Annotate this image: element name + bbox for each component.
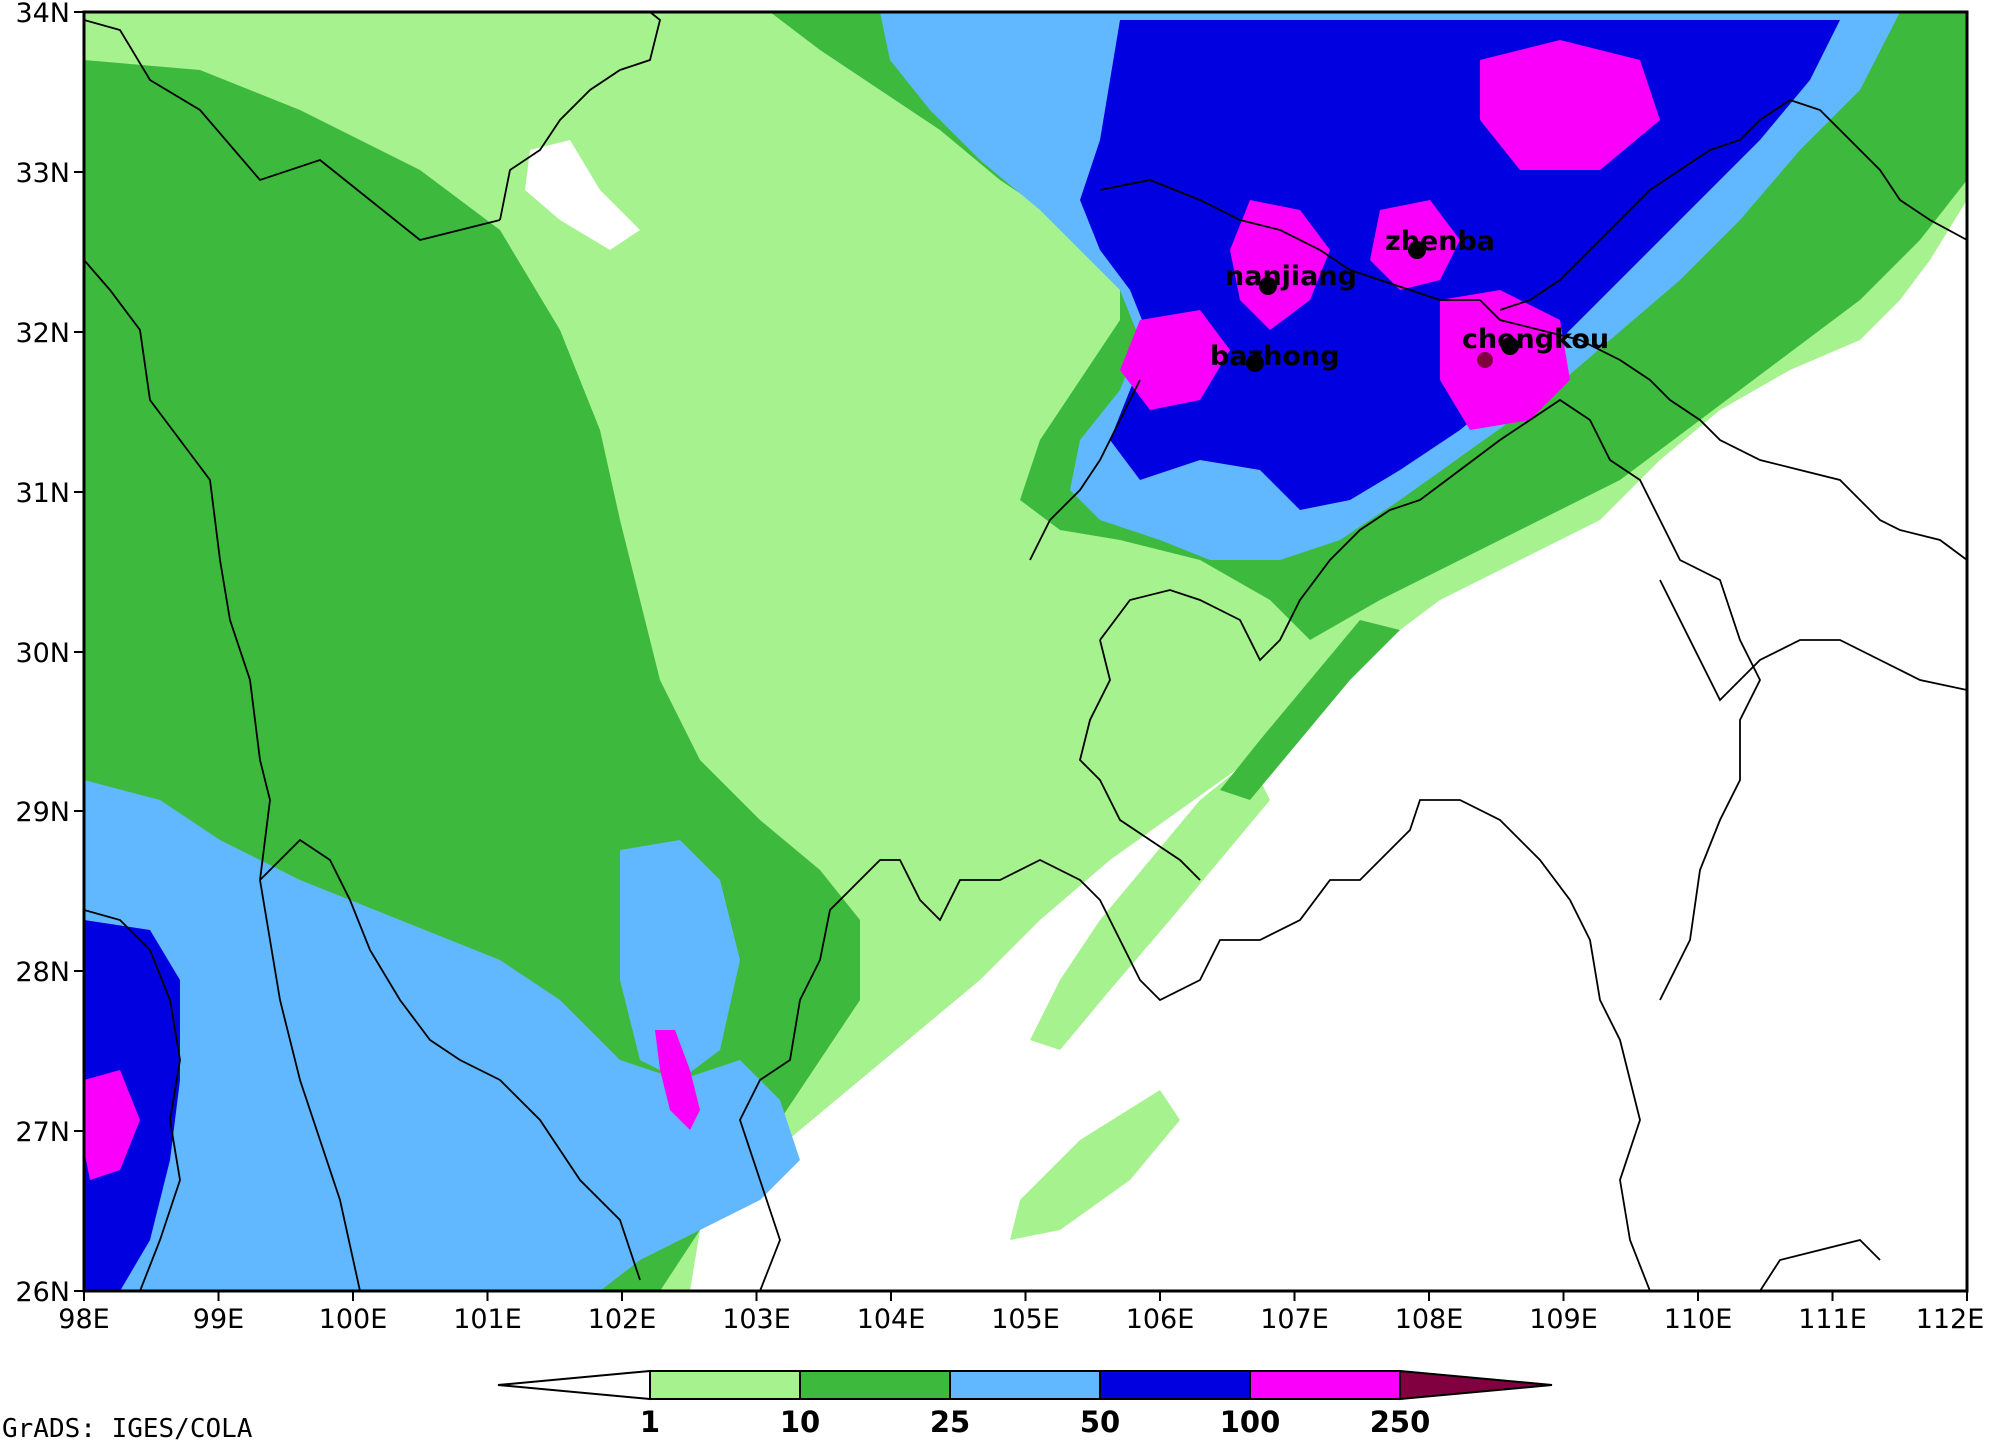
longitude-axis: 98E 99E 100E 101E 102E 103E 104E 105E 10… [58,1291,1984,1335]
lon-tick-label: 107E [1260,1304,1329,1335]
boundary-line [84,909,181,1291]
lon-tick-label: 108E [1395,1304,1464,1335]
city-label-chengkou: chengkou [1462,324,1609,355]
lat-tick-label: 30N [15,638,70,669]
lon-tick-label: 102E [588,1304,657,1335]
boundary-line [499,12,662,221]
lon-tick-label: 105E [991,1304,1060,1335]
lon-tick-label: 111E [1798,1304,1867,1335]
precip-band-100-250-ne [1480,40,1660,170]
city-marker-nanjiang [1259,277,1277,295]
city-label-zhenba: zhenba [1385,226,1495,257]
colorbar-segment-1-10 [649,1370,801,1400]
precipitation-shading [84,12,1967,1291]
colorbar-over-triangle [1399,1369,1553,1401]
colorbar-segment-25-50 [949,1370,1101,1400]
boundary-line [1499,99,1967,311]
colorbar-level-label: 10 [780,1405,820,1439]
precip-none-southeast [720,230,1967,1291]
boundary-line [84,259,361,1291]
lon-tick-label: 106E [1126,1304,1195,1335]
precip-band-over-250 [1477,352,1493,368]
boundary-line [1099,398,1762,1001]
city-marker-zhenba [1408,241,1426,259]
colorbar-under-triangle [497,1369,651,1401]
lat-tick-label: 31N [15,478,70,509]
lon-tick-label: 98E [58,1304,109,1335]
lat-tick-label: 27N [15,1117,70,1148]
lon-tick-label: 104E [857,1304,926,1335]
precip-streak-se-2 [1010,1090,1180,1240]
colorbar-level-label: 1 [640,1405,660,1439]
lon-tick-label: 112E [1916,1304,1985,1335]
city-label-nanjiang: nanjiang [1225,261,1357,292]
lon-tick-label: 100E [319,1304,388,1335]
boundary-line [1759,1239,1881,1291]
grads-credit: GrADS: IGES/COLA [2,1414,253,1444]
city-label-bazhong: bazhong [1210,341,1340,372]
lat-tick-label: 28N [15,957,70,988]
boundary-line [1099,179,1480,301]
precip-band-100-250-liangshan [655,1030,700,1130]
colorbar-level-label: 25 [930,1405,970,1439]
city-markers: zhenba nanjiang bazhong chengkou [1210,226,1609,372]
lon-tick-label: 103E [722,1304,791,1335]
precip-band-100-250-bazhong [1120,310,1230,410]
precip-band-10-25-strip [1220,620,1400,800]
province-boundaries [84,12,1967,1291]
precip-band-25-50-sw-patch [620,840,740,1080]
boundary-line [1479,299,1967,561]
colorbar-level-label: 100 [1220,1405,1281,1439]
latitude-axis: 34N 33N 32N 31N 30N 29N 28N 27N 26N [15,0,84,1308]
city-marker-chengkou [1501,337,1519,355]
precip-band-100-250-sw [84,1070,140,1180]
lat-tick-label: 26N [15,1277,70,1308]
colorbar-segment-50-100 [1099,1370,1251,1400]
lon-tick-label: 110E [1664,1304,1733,1335]
colorbar-level-label: 50 [1080,1405,1120,1439]
precip-band-100-250-chengkou [1440,290,1570,430]
colorbar-level-label: 250 [1370,1405,1431,1439]
lat-tick-label: 33N [15,158,70,189]
boundary-line [1659,579,1967,702]
boundary-line [259,838,641,1281]
precip-none-north [525,140,640,250]
city-marker-bazhong [1246,354,1264,372]
boundary-line [1079,639,1201,881]
lon-tick-label: 101E [453,1304,522,1335]
lat-tick-label: 32N [15,318,70,349]
colorbar-segment-100-250 [1249,1370,1401,1400]
precip-band-100-250-north [1230,200,1330,330]
lat-tick-label: 34N [15,0,70,29]
lon-tick-label: 99E [193,1304,244,1335]
colorbar-segment-10-25 [799,1370,951,1400]
boundary-line [739,799,1651,1291]
precip-band-50-100-north [1080,20,1840,510]
lat-tick-label: 29N [15,797,70,828]
colorbar: 1 10 25 50 100 250 [497,1369,1553,1439]
boundary-line [1029,379,1141,561]
boundary-line [84,19,501,241]
precip-band-25-50-south [84,780,800,1291]
precip-streak-se-1 [1030,760,1270,1050]
lon-tick-label: 109E [1529,1304,1598,1335]
